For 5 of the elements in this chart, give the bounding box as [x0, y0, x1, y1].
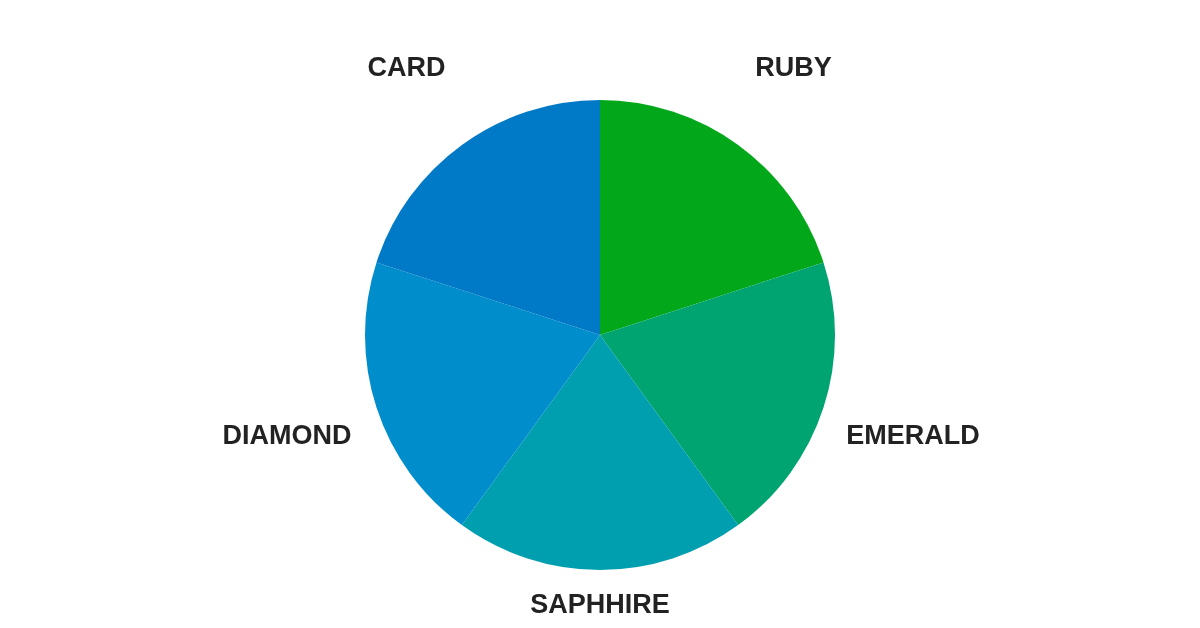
slice-label: CARD [367, 52, 446, 83]
slice-label: DIAMOND [222, 420, 352, 451]
slice-label: RUBY [755, 52, 832, 83]
slice-label: EMERALD [846, 420, 980, 451]
slice-label: SAPHHIRE [530, 589, 670, 620]
